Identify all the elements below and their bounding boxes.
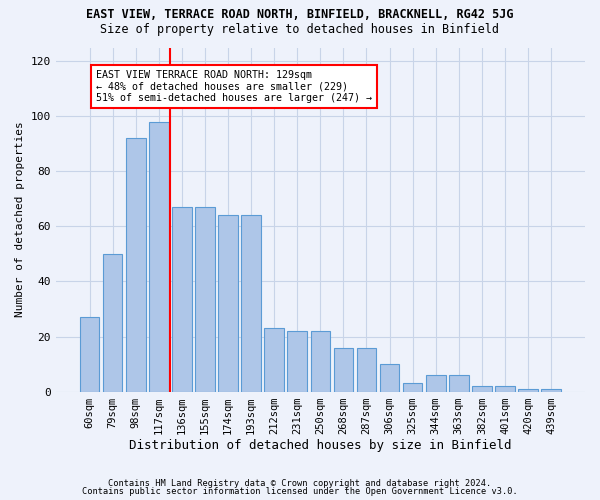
- Bar: [265, 328, 284, 392]
- Bar: [495, 386, 515, 392]
- Bar: [218, 216, 238, 392]
- Text: EAST VIEW, TERRACE ROAD NORTH, BINFIELD, BRACKNELL, RG42 5JG: EAST VIEW, TERRACE ROAD NORTH, BINFIELD,…: [86, 8, 514, 20]
- Bar: [472, 386, 492, 392]
- Bar: [403, 384, 422, 392]
- Text: EAST VIEW TERRACE ROAD NORTH: 129sqm
← 48% of detached houses are smaller (229)
: EAST VIEW TERRACE ROAD NORTH: 129sqm ← 4…: [96, 70, 372, 102]
- Bar: [149, 122, 169, 392]
- Bar: [541, 389, 561, 392]
- Bar: [334, 348, 353, 392]
- Bar: [80, 318, 100, 392]
- Bar: [449, 375, 469, 392]
- X-axis label: Distribution of detached houses by size in Binfield: Distribution of detached houses by size …: [129, 440, 512, 452]
- Bar: [356, 348, 376, 392]
- Bar: [126, 138, 146, 392]
- Bar: [380, 364, 400, 392]
- Text: Contains public sector information licensed under the Open Government Licence v3: Contains public sector information licen…: [82, 487, 518, 496]
- Text: Size of property relative to detached houses in Binfield: Size of property relative to detached ho…: [101, 22, 499, 36]
- Bar: [195, 207, 215, 392]
- Bar: [518, 389, 538, 392]
- Y-axis label: Number of detached properties: Number of detached properties: [15, 122, 25, 318]
- Bar: [311, 331, 330, 392]
- Bar: [241, 216, 261, 392]
- Bar: [172, 207, 191, 392]
- Bar: [287, 331, 307, 392]
- Bar: [103, 254, 122, 392]
- Text: Contains HM Land Registry data © Crown copyright and database right 2024.: Contains HM Land Registry data © Crown c…: [109, 478, 491, 488]
- Bar: [426, 375, 446, 392]
